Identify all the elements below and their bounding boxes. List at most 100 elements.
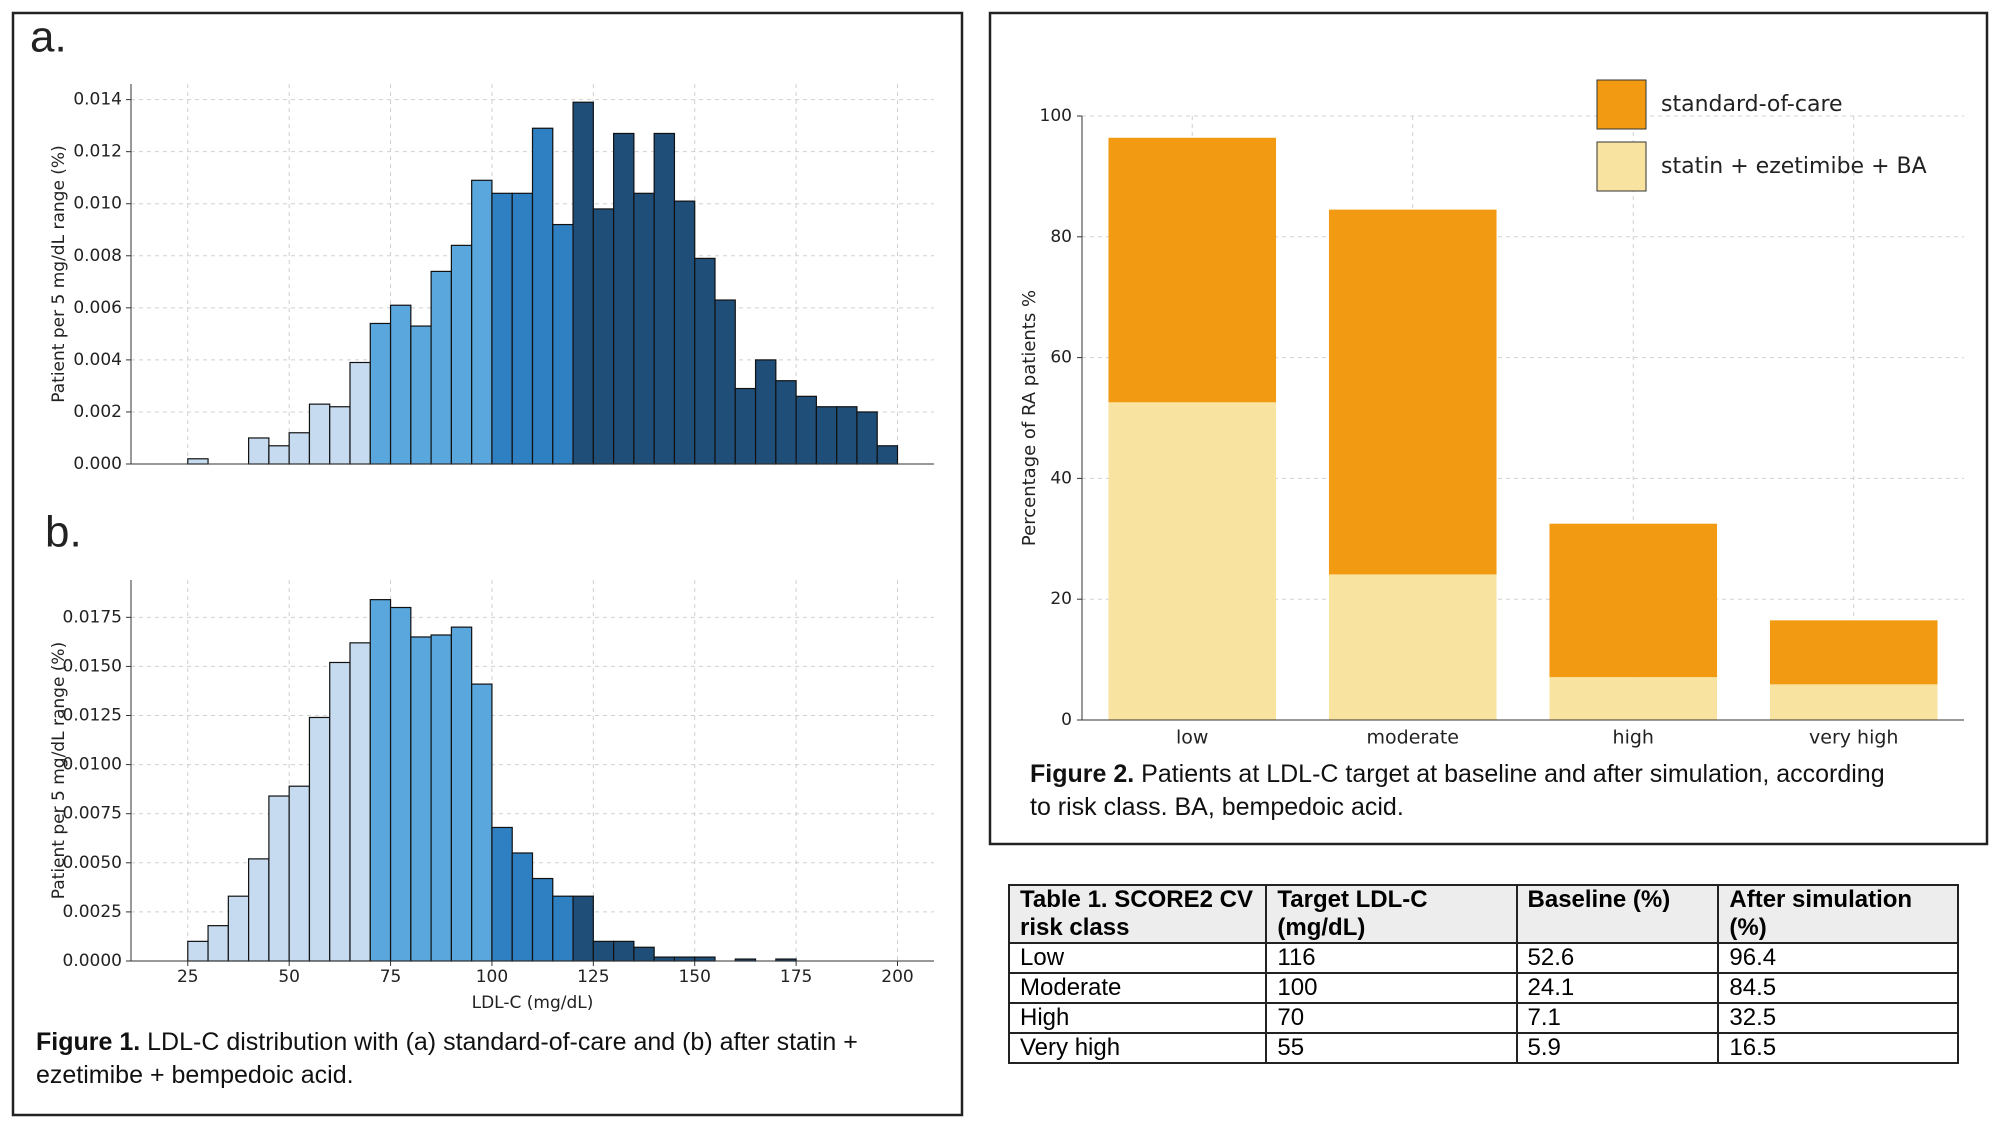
bar-segment [1328, 574, 1497, 720]
x-tick-label: low [1176, 727, 1208, 749]
histogram-bar [389, 304, 412, 465]
histogram-bar [491, 192, 513, 465]
y-tick-label: 0.0000 [63, 951, 122, 971]
header-cell: Baseline (%) [1515, 884, 1720, 944]
histogram-bar [410, 325, 432, 465]
y-axis-label: Patient per 5 mg/dL range (%) [49, 145, 69, 402]
y-tick-label: 0.012 [73, 142, 122, 162]
x-tick-label: 200 [881, 967, 913, 987]
data-table: Table 1. SCORE2 CV risk class Target LDL-… [1007, 884, 1959, 1064]
table-cell: High [1007, 1002, 1268, 1034]
histogram-bar [268, 445, 290, 465]
histogram-bar [329, 661, 351, 962]
histogram-bar [694, 956, 716, 962]
y-tick-label: 60 [1050, 348, 1072, 368]
histogram-bar [613, 132, 635, 465]
y-tick-label: 0.0100 [63, 755, 122, 775]
histogram-bar [349, 642, 371, 962]
y-tick-label: 80 [1050, 227, 1072, 247]
histogram-bar [531, 877, 554, 962]
table-row: Very high 55 5.9 16.5 [1007, 1032, 1959, 1064]
histogram-bar [248, 858, 270, 962]
y-tick-label: 0.0150 [63, 656, 122, 676]
y-tick-label: 0.0125 [63, 706, 122, 726]
y-tick-label: 100 [1040, 106, 1072, 126]
table-cell: 100 [1265, 972, 1518, 1004]
bar-segment [1108, 137, 1277, 403]
bar-segment [1328, 209, 1497, 575]
header-cell: After simulation (%) [1717, 884, 1959, 944]
y-tick-label: 0.010 [73, 194, 122, 214]
caption-label: Figure 2. [1030, 760, 1135, 788]
histogram-bar [633, 192, 655, 465]
histogram-bar [613, 940, 635, 962]
histogram-bar [653, 132, 676, 465]
histogram-bar [592, 940, 615, 962]
histogram-bar [227, 895, 250, 962]
table-cell: 32.5 [1717, 1002, 1959, 1034]
table-cell: 7.1 [1515, 1002, 1720, 1034]
histogram-bar [430, 634, 452, 962]
y-tick-label: 0.0025 [63, 902, 122, 922]
y-tick-label: 0.014 [73, 90, 122, 110]
y-tick-label: 0.006 [73, 298, 122, 318]
histogram-bar [511, 852, 534, 962]
histogram-bar [471, 683, 493, 962]
y-tick-label: 20 [1050, 589, 1072, 609]
histogram-bar [389, 606, 412, 962]
histogram-bar [288, 432, 311, 465]
panel-label: b. [45, 508, 82, 557]
histogram-bar [836, 406, 858, 465]
table-cell: Very high [1007, 1032, 1268, 1064]
panel-label: a. [30, 13, 67, 62]
table-cell: 116 [1265, 942, 1518, 974]
histogram-bar [815, 406, 838, 465]
y-axis-label: Percentage of RA patients % [1019, 290, 1040, 546]
histogram-bar [248, 437, 270, 465]
table-cell: 24.1 [1515, 972, 1720, 1004]
histogram-bar [369, 322, 392, 465]
table-cell: 5.9 [1515, 1032, 1720, 1064]
header-cell: Table 1. SCORE2 CV risk class [1007, 884, 1268, 944]
table-row: Low 116 52.6 96.4 [1007, 942, 1959, 974]
y-tick-label: 40 [1050, 468, 1072, 488]
bar-segment [1549, 677, 1718, 720]
caption-text: LDL-C distribution with (a) standard-of-… [36, 1028, 858, 1089]
caption-label: Figure 1. [36, 1028, 141, 1056]
histogram-bar [795, 395, 817, 465]
histogram-bar [673, 200, 696, 465]
histogram-bar [450, 626, 473, 962]
histogram-bar [552, 895, 574, 962]
histogram-bar [471, 179, 493, 465]
histogram-bar [491, 826, 513, 962]
table-row: High 70 7.1 32.5 [1007, 1002, 1959, 1034]
x-tick-label: 25 [177, 967, 199, 987]
legend-swatch [1596, 79, 1647, 130]
x-tick-label: 175 [780, 967, 812, 987]
table-cell: 16.5 [1717, 1032, 1959, 1064]
histogram-bar [694, 257, 716, 465]
histogram-bar [187, 940, 209, 962]
histogram-bar [552, 223, 574, 465]
table-cell: 84.5 [1717, 972, 1959, 1004]
histogram-bar [531, 127, 554, 465]
x-tick-label: 50 [278, 967, 300, 987]
table-cell: 96.4 [1717, 942, 1959, 974]
table-cell: 52.6 [1515, 942, 1720, 974]
y-tick-label: 0 [1061, 710, 1072, 730]
histogram-bar [308, 716, 331, 962]
histogram-bar [673, 956, 696, 962]
bar-segment [1108, 402, 1277, 720]
x-axis-label: LDL-C (mg/dL) [472, 993, 594, 1013]
y-tick-label: 0.008 [73, 246, 122, 266]
histogram-bar [572, 101, 594, 465]
histogram-bar [308, 403, 331, 465]
x-tick-label: moderate [1367, 727, 1459, 749]
bar-segment [1549, 523, 1718, 678]
histogram-bar [633, 946, 655, 962]
panel-frame [11, 11, 964, 1117]
histogram-bar [329, 406, 351, 465]
table-cell: 55 [1265, 1032, 1518, 1064]
